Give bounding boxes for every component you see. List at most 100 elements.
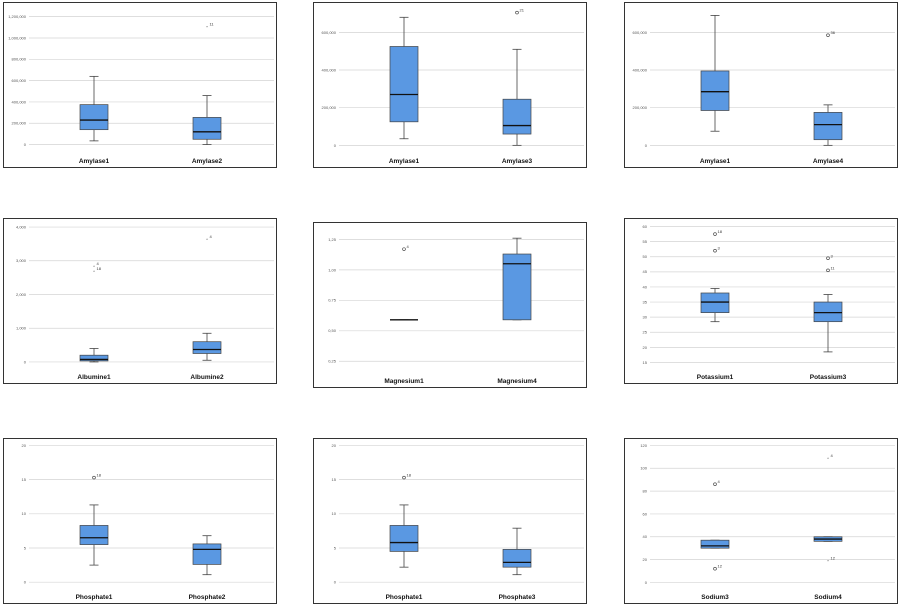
y-tick-label: 25 (643, 330, 648, 335)
chart-panel-amylase1-amylase4: 0 200,000 400,000 600,000 Amylase1 36 Amylase4 (624, 2, 898, 168)
panel-frame (3, 218, 277, 384)
y-tick-label: 20 (332, 443, 337, 448)
series-potassium3-outlier (826, 256, 830, 260)
series-albumine1-outlier-label: 18 (97, 266, 102, 271)
series-amylase2-outlier-label: 11 (210, 21, 215, 26)
y-tick-label: 20 (643, 345, 648, 350)
series-amylase1-x-label: Amylase1 (389, 158, 420, 165)
y-tick-label: 0 (334, 580, 337, 585)
y-tick-label: 0 (24, 580, 27, 585)
series-amylase3-outlier-label: 21 (520, 8, 525, 13)
y-tick-label: 200,000 (633, 105, 648, 110)
panel-frame (313, 2, 587, 168)
y-tick-label: 35 (643, 299, 648, 304)
series-sodium3-outlier (713, 482, 717, 486)
series-amylase4-box (813, 112, 843, 141)
y-tick-label: 600,000 (12, 78, 27, 83)
y-tick-label: 1,200,000 (8, 14, 27, 19)
chart-svg: 0 200,000 400,000 600,000 800,000 1,000,000 1,… (3, 2, 277, 168)
series-albumine1-x-label: Albumine1 (77, 374, 111, 381)
series-potassium3-x-label: Potassium3 (810, 374, 847, 381)
chart-panel-phosphate1-phosphate2: 0 5 10 15 20 18 Phosphate1 Phosphate2 (3, 438, 277, 604)
y-tick-label: 0 (645, 143, 648, 148)
series-sodium3-outlier (713, 567, 717, 571)
series-amylase1-x-label: Amylase1 (700, 158, 731, 165)
y-tick-label: 60 (643, 511, 648, 516)
y-tick-label: 5 (24, 545, 27, 550)
y-tick-label: 1,000,000 (8, 35, 27, 40)
series-phosphate2-box (192, 543, 222, 565)
y-tick-label: 20 (22, 443, 27, 448)
series-amylase3-outlier (515, 10, 519, 15)
chart-svg: 0,25 0,50 0,75 1,00 1,25 4 Magnesium1 Magnesium… (313, 222, 587, 388)
series-sodium4-outlier-label: 12 (831, 556, 836, 561)
series-potassium3-outlier (826, 268, 830, 273)
series-amylase2-x-label: Amylase2 (192, 158, 223, 165)
y-tick-label: 30 (643, 315, 648, 320)
series-albumine1-extreme-marker: * (93, 269, 95, 274)
series-magnesium4-x-label: Magnesium4 (497, 378, 537, 385)
chart-svg: 0 5 10 15 20 18 Phosphate1 Phosphate2 (3, 438, 277, 604)
y-tick-label: 15 (22, 477, 27, 482)
series-sodium4-outlier-label: 4 (831, 453, 834, 458)
series-sodium3-outlier-label: 12 (718, 564, 723, 569)
y-tick-label: 0 (24, 142, 27, 147)
series-potassium3-outlier-label: 11 (831, 265, 836, 270)
y-tick-label: 10 (22, 511, 27, 516)
series-albumine1-box (79, 354, 109, 362)
y-tick-label: 15 (332, 477, 337, 482)
y-tick-label: 1,25 (328, 237, 337, 242)
series-amylase3-box (502, 98, 532, 135)
y-tick-label: 4,000 (16, 224, 27, 229)
y-tick-label: 1,000 (16, 326, 27, 331)
series-amylase1-x-label: Amylase1 (79, 158, 110, 165)
series-albumine2-extreme-marker: * (206, 237, 208, 242)
series-phosphate2-x-label: Phosphate2 (189, 594, 226, 601)
y-tick-label: 200,000 (12, 121, 27, 126)
series-potassium1-outlier (713, 232, 717, 236)
series-sodium3-outlier-label: 4 (718, 479, 721, 484)
y-tick-label: 0 (24, 359, 27, 364)
y-tick-label: 40 (643, 534, 648, 539)
series-potassium1-box (700, 292, 730, 313)
y-tick-label: 55 (643, 239, 648, 244)
y-tick-label: 200,000 (322, 105, 337, 110)
series-sodium3-x-label: Sodium3 (701, 594, 729, 601)
series-potassium1-x-label: Potassium1 (697, 374, 734, 381)
series-potassium3-box (813, 301, 843, 323)
series-amylase3-x-label: Amylase3 (502, 158, 533, 165)
series-sodium3-box (700, 539, 730, 549)
series-sodium4-extreme-marker: * (827, 456, 829, 461)
chart-svg: 0 5 10 15 20 18 Phosphate1 Phosphate3 (313, 438, 587, 604)
y-tick-label: 0,25 (328, 359, 337, 364)
series-sodium4-x-label: Sodium4 (814, 594, 842, 601)
chart-panel-potassium1-potassium3: 15 20 25 30 35 40 45 50 55 60 18 3 Potassium1 3 11 Pota… (624, 218, 898, 384)
panel-frame (3, 438, 277, 604)
series-albumine2-outlier-label: 4 (210, 234, 213, 239)
series-potassium1-outlier-label: 3 (718, 246, 721, 251)
y-tick-label: 20 (643, 557, 648, 562)
chart-panel-phosphate1-phosphate3: 0 5 10 15 20 18 Phosphate1 Phosphate3 (313, 438, 587, 604)
y-tick-label: 15 (643, 360, 648, 365)
series-albumine1-extreme-marker: * (93, 264, 95, 269)
panel-frame (624, 2, 898, 168)
series-phosphate1-x-label: Phosphate1 (76, 594, 113, 601)
y-tick-label: 3,000 (16, 258, 27, 263)
series-amylase1-box (79, 104, 109, 131)
series-amylase1-box (700, 70, 730, 111)
y-tick-label: 0 (645, 580, 648, 585)
panel-frame (3, 2, 277, 168)
y-tick-label: 600,000 (322, 30, 337, 35)
series-magnesium1-x-label: Magnesium1 (384, 378, 424, 385)
y-tick-label: 600,000 (633, 30, 648, 35)
y-tick-label: 5 (334, 545, 337, 550)
panel-frame (313, 222, 587, 388)
series-phosphate1-outlier (402, 475, 406, 480)
y-tick-label: 100 (640, 466, 647, 471)
chart-panel-albumine1-albumine2: 0 1,000 2,000 3,000 4,000 * 4 * 18 Albumine1 * 4 Alb… (3, 218, 277, 384)
panel-frame (313, 438, 587, 604)
y-tick-label: 50 (643, 254, 648, 259)
chart-panel-amylase1-amylase2: 0 200,000 400,000 600,000 800,000 1,000,000 1,… (3, 2, 277, 168)
chart-panel-sodium3-sodium4: 0 20 40 60 80 100 120 4 12 Sodium3 * 4 * 12 Sodium4 (624, 438, 898, 604)
series-amylase2-extreme-marker: * (206, 24, 208, 29)
